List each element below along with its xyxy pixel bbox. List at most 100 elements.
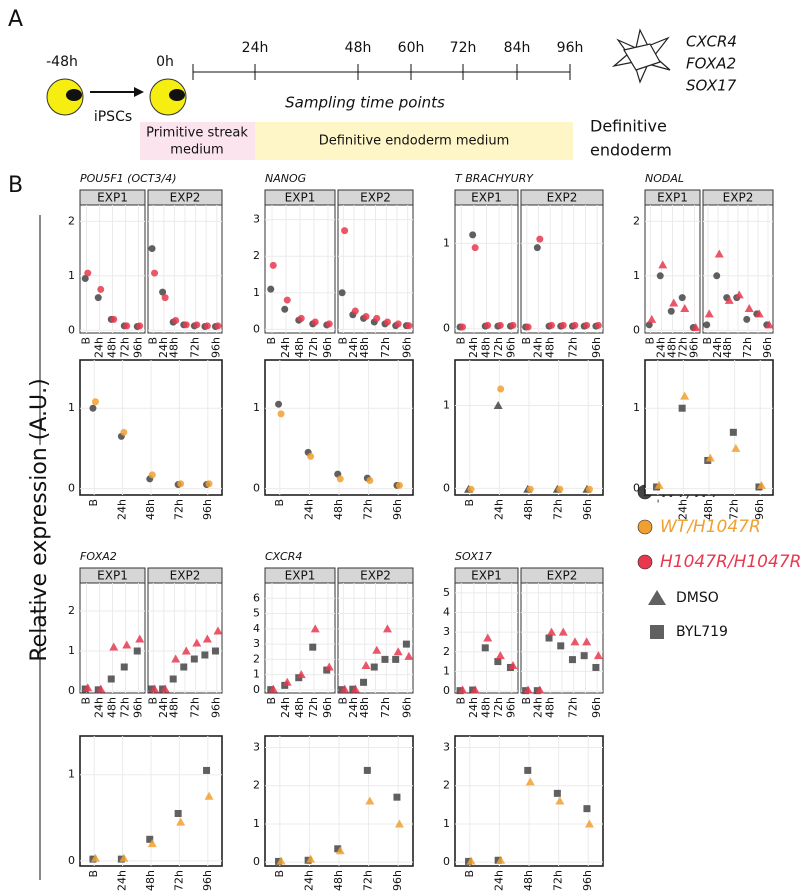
- y-tick-label: 0: [68, 684, 75, 697]
- medium-band: [140, 122, 255, 160]
- x-tick-label: 48h: [332, 499, 345, 520]
- point: [705, 453, 715, 462]
- y-tick-label: 1: [253, 817, 260, 830]
- point: [523, 685, 533, 694]
- y-tick-label: 4: [253, 622, 260, 635]
- point: [394, 819, 404, 828]
- x-tick-label: 48h: [358, 697, 371, 718]
- panel-label: A: [8, 7, 23, 32]
- point: [177, 480, 185, 488]
- point: [350, 684, 360, 693]
- x-tick-label: 24h: [492, 499, 505, 520]
- point: [338, 289, 346, 297]
- result-label: endoderm: [590, 141, 672, 160]
- facet-label: EXP1: [97, 569, 128, 583]
- point: [724, 295, 734, 304]
- point: [469, 231, 477, 239]
- point: [169, 675, 177, 683]
- point: [526, 485, 534, 493]
- point: [306, 854, 316, 863]
- point: [148, 471, 156, 479]
- x-tick-label: 96h: [321, 337, 334, 358]
- x-tick-label: 24h: [279, 337, 292, 358]
- x-tick-label: 72h: [307, 697, 320, 718]
- x-tick-label: 96h: [132, 337, 145, 358]
- cell: [46, 78, 84, 116]
- x-tick-label: 72h: [552, 499, 565, 520]
- point: [84, 269, 92, 277]
- x-tick-label: 96h: [321, 697, 334, 718]
- x-tick-label: 72h: [492, 697, 505, 718]
- x-tick-label: 48h: [721, 337, 734, 358]
- point: [203, 322, 211, 330]
- point: [362, 313, 370, 321]
- y-tick-label: 1: [68, 269, 75, 282]
- point: [583, 321, 591, 329]
- x-tick-label: 48h: [543, 337, 556, 358]
- point: [704, 309, 714, 318]
- y-tick-label: 3: [443, 625, 450, 638]
- y-tick-label: 0: [633, 482, 640, 495]
- x-tick-label: 96h: [391, 499, 404, 520]
- legend-label: WT/H1047R: [660, 517, 761, 537]
- x-tick-label: B: [80, 337, 93, 345]
- x-tick-label: -: [651, 499, 664, 503]
- point: [680, 303, 690, 312]
- point: [180, 663, 188, 671]
- point: [340, 684, 350, 693]
- point: [570, 637, 580, 646]
- point: [213, 626, 223, 635]
- point: [547, 627, 557, 636]
- legend-swatch: [648, 590, 666, 605]
- point: [524, 323, 532, 331]
- medium-label: medium: [170, 143, 223, 158]
- point: [324, 662, 334, 671]
- x-tick-label: 72h: [189, 337, 202, 358]
- x-tick-label: 48h: [666, 337, 679, 358]
- x-tick-label: B: [265, 697, 278, 705]
- point: [392, 655, 400, 663]
- chart-title: POU5F1 (OCT3/4): [80, 172, 177, 185]
- point: [583, 805, 591, 813]
- point: [276, 856, 286, 865]
- y-axis-label: Relative expression (A.U.): [27, 378, 52, 661]
- point: [172, 316, 180, 324]
- marker-gene: CXCR4: [686, 33, 737, 51]
- y-tick-label: 1: [68, 768, 75, 781]
- point: [764, 320, 774, 329]
- point: [202, 634, 212, 643]
- point: [667, 307, 675, 315]
- point: [558, 627, 568, 636]
- point: [669, 298, 679, 307]
- point: [96, 684, 106, 693]
- point: [214, 322, 222, 330]
- y-tick-label: 0: [443, 684, 450, 697]
- x-tick-label: 72h: [379, 337, 392, 358]
- x-tick-label: 24h: [116, 870, 129, 891]
- y-tick-label: 3: [253, 740, 260, 753]
- point: [678, 404, 686, 412]
- chart-title: NODAL: [645, 172, 684, 185]
- point: [361, 661, 371, 669]
- point: [122, 640, 132, 649]
- x-tick-label: 72h: [567, 337, 580, 358]
- time-label: 84h: [504, 40, 531, 56]
- point: [161, 294, 169, 302]
- point: [481, 644, 489, 652]
- point: [645, 321, 653, 329]
- x-tick-label: 72h: [492, 337, 505, 358]
- point: [484, 321, 492, 329]
- y-tick-label: 1: [253, 401, 260, 414]
- x-tick-label: 48h: [480, 697, 493, 718]
- x-tick-label: B: [644, 337, 657, 345]
- facet-label: EXP2: [547, 569, 578, 583]
- legend-swatch: [650, 625, 664, 639]
- arrow-head: [134, 87, 144, 97]
- y-tick-label: 0: [68, 482, 75, 495]
- facet-label: EXP1: [285, 191, 316, 205]
- point: [171, 654, 181, 663]
- x-tick-label: 96h: [201, 870, 214, 891]
- x-tick-label: 96h: [688, 337, 701, 358]
- marker-gene: SOX17: [686, 77, 737, 95]
- point: [110, 315, 118, 323]
